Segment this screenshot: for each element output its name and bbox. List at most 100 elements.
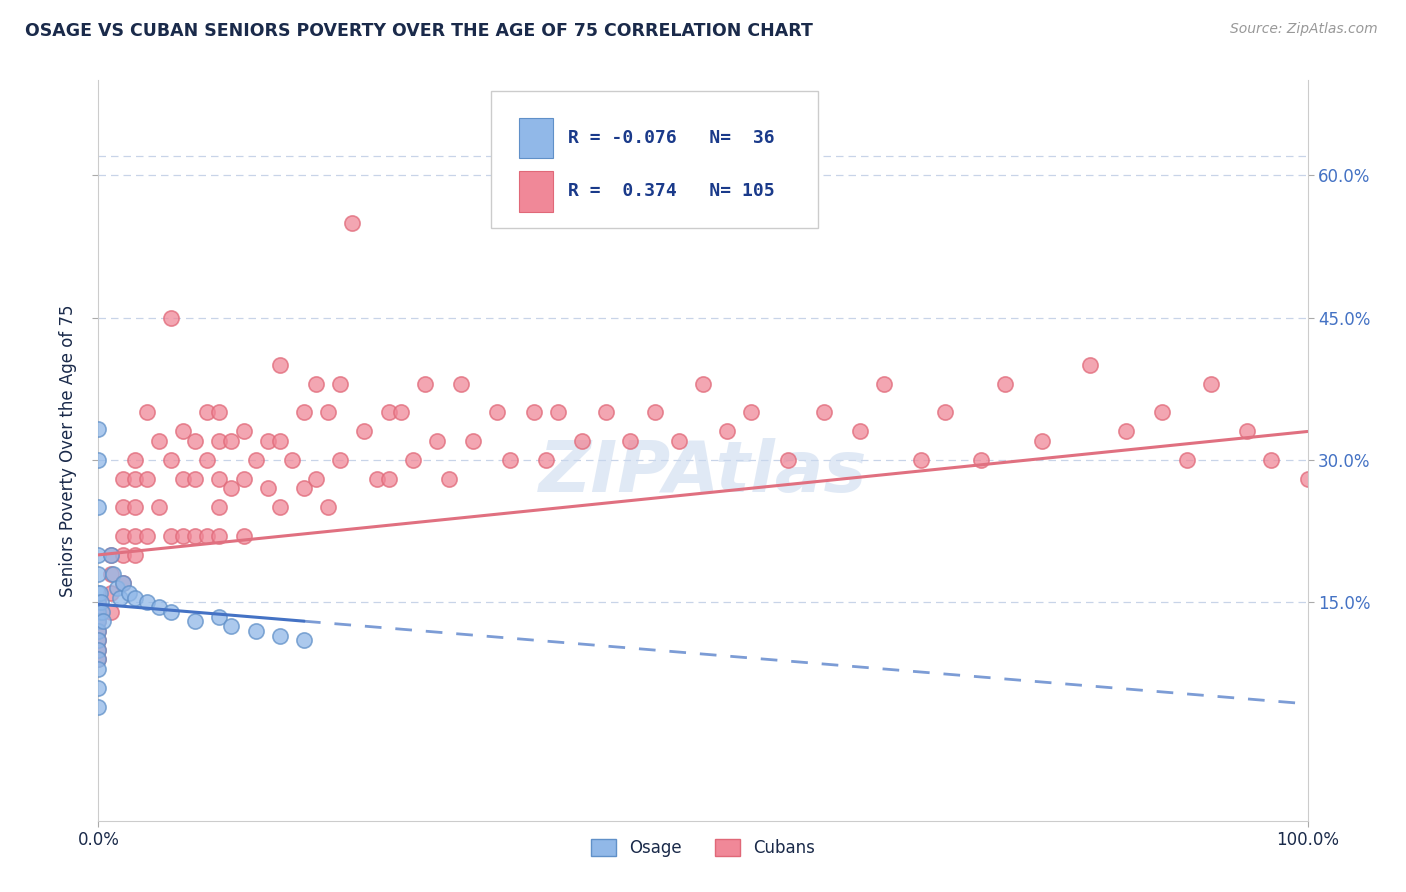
Point	[111, 529, 134, 543]
Point	[873, 377, 896, 392]
Point	[160, 453, 183, 467]
Point	[1152, 405, 1174, 419]
Point	[208, 609, 231, 624]
Point	[269, 500, 291, 515]
Point	[208, 529, 231, 543]
Point	[1175, 453, 1198, 467]
Point	[111, 548, 134, 562]
Point	[619, 434, 641, 448]
Point	[1296, 472, 1319, 486]
Point	[269, 434, 291, 448]
Point	[87, 615, 110, 629]
Point	[87, 681, 110, 695]
Point	[100, 566, 122, 581]
Point	[124, 548, 146, 562]
Point	[124, 500, 146, 515]
Point	[87, 652, 110, 666]
Point	[402, 453, 425, 467]
Point	[437, 472, 460, 486]
Point	[208, 405, 231, 419]
Point	[413, 377, 436, 392]
Point	[100, 586, 122, 600]
Point	[105, 581, 128, 595]
Point	[172, 529, 194, 543]
Point	[245, 624, 267, 638]
Point	[668, 434, 690, 448]
Text: Source: ZipAtlas.com: Source: ZipAtlas.com	[1230, 22, 1378, 37]
Point	[232, 529, 254, 543]
Point	[160, 529, 183, 543]
Point	[221, 619, 243, 633]
Point	[87, 605, 110, 619]
Point	[208, 434, 231, 448]
Point	[426, 434, 449, 448]
Point	[305, 377, 328, 392]
Point	[595, 405, 617, 419]
Point	[776, 453, 799, 467]
Point	[849, 425, 872, 439]
Point	[100, 548, 122, 562]
Y-axis label: Seniors Poverty Over the Age of 75: Seniors Poverty Over the Age of 75	[59, 304, 77, 597]
Point	[195, 405, 218, 419]
Point	[148, 600, 170, 615]
Point	[292, 405, 315, 419]
Point	[245, 453, 267, 467]
Point	[463, 434, 485, 448]
Point	[111, 500, 134, 515]
Point	[305, 472, 328, 486]
Point	[389, 405, 412, 419]
Point	[87, 615, 110, 629]
Point	[316, 500, 339, 515]
Point	[87, 422, 110, 436]
Point	[160, 605, 183, 619]
Point	[100, 548, 122, 562]
Point	[184, 615, 207, 629]
Point	[87, 453, 110, 467]
Point	[316, 405, 339, 419]
Point	[87, 633, 110, 648]
Text: R =  0.374   N= 105: R = 0.374 N= 105	[568, 182, 775, 201]
Point	[221, 482, 243, 496]
Point	[269, 628, 291, 642]
Point	[87, 605, 110, 619]
FancyBboxPatch shape	[519, 171, 553, 211]
Point	[329, 377, 352, 392]
Point	[195, 453, 218, 467]
Point	[124, 472, 146, 486]
Point	[124, 591, 146, 605]
Point	[108, 591, 131, 605]
Point	[91, 615, 114, 629]
Point	[87, 642, 110, 657]
Point	[87, 642, 110, 657]
Point	[160, 310, 183, 325]
Point	[90, 595, 112, 609]
Point	[232, 472, 254, 486]
Point	[135, 472, 157, 486]
Point	[1078, 358, 1101, 372]
Point	[292, 482, 315, 496]
Point	[148, 500, 170, 515]
Point	[342, 216, 364, 230]
Point	[813, 405, 835, 419]
Point	[135, 529, 157, 543]
Point	[87, 586, 110, 600]
Point	[111, 576, 134, 591]
Point	[256, 482, 278, 496]
Point	[232, 425, 254, 439]
Point	[450, 377, 472, 392]
Point	[934, 405, 956, 419]
Point	[1031, 434, 1053, 448]
Point	[269, 358, 291, 372]
Point	[523, 405, 546, 419]
Point	[184, 434, 207, 448]
Text: ZIPAtlas: ZIPAtlas	[538, 438, 868, 508]
Point	[1199, 377, 1222, 392]
Point	[195, 529, 218, 543]
Point	[208, 500, 231, 515]
Point	[87, 595, 110, 609]
Point	[87, 624, 110, 638]
Point	[221, 434, 243, 448]
Point	[184, 472, 207, 486]
Point	[486, 405, 509, 419]
Point	[644, 405, 666, 419]
